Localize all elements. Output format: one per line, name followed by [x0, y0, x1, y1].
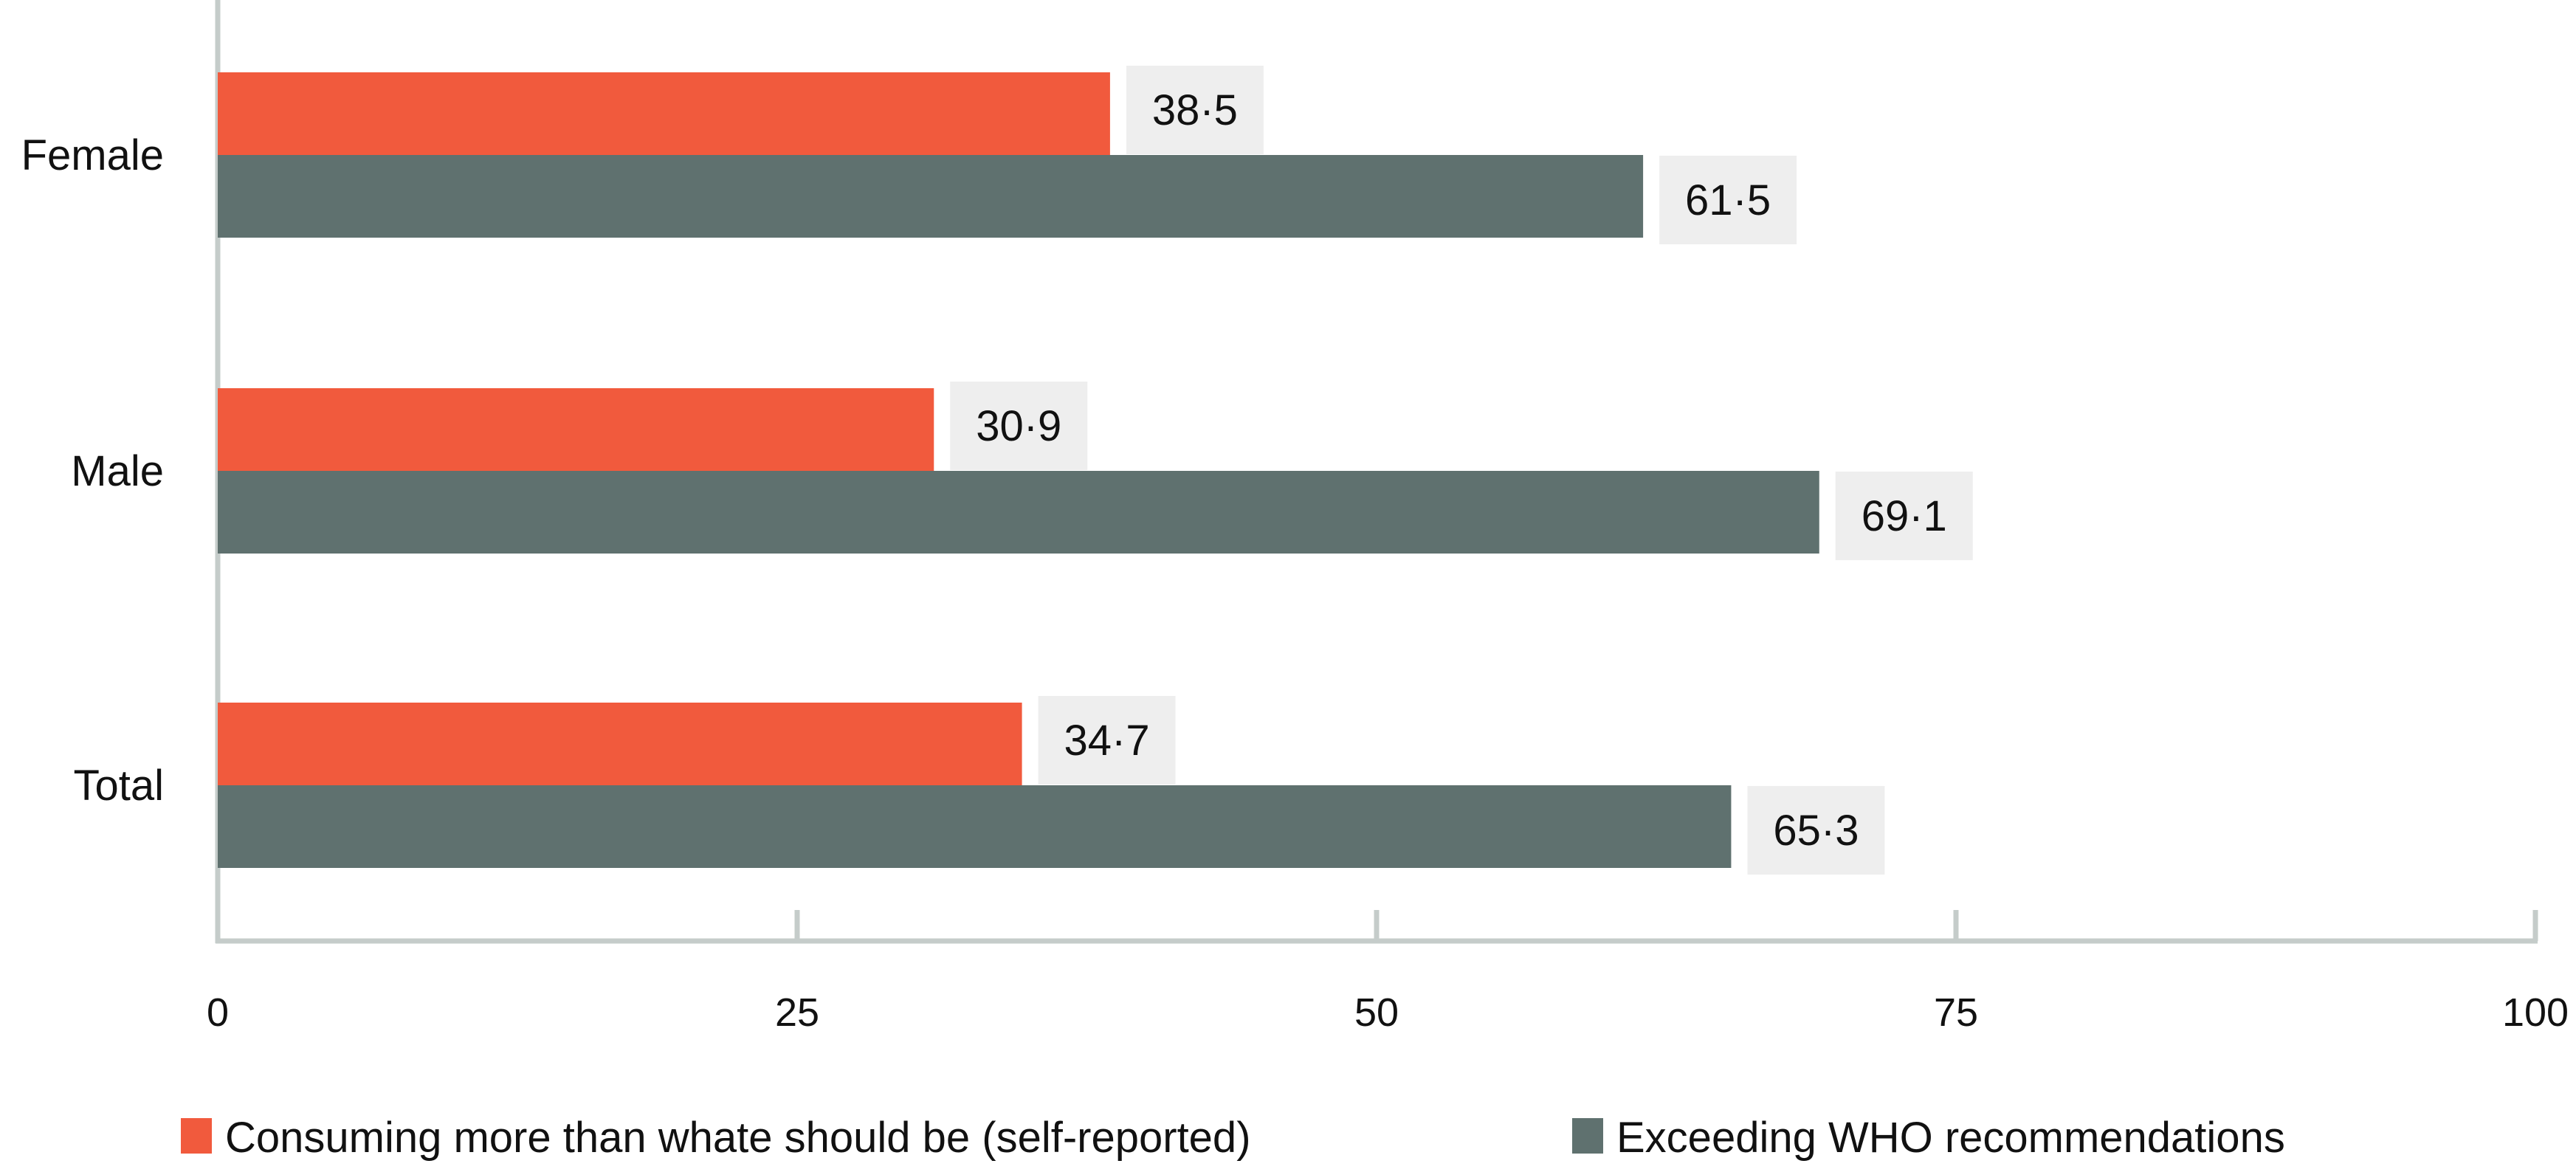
legend-swatch: [181, 1118, 212, 1154]
x-tick-label: 100: [2502, 990, 2569, 1035]
legend-swatch: [1572, 1118, 1603, 1154]
bar: [218, 703, 1022, 785]
x-tick-label: 75: [1934, 990, 1978, 1035]
value-label-text: 69·1: [1862, 492, 1947, 540]
value-label: 34·7: [1038, 696, 1176, 785]
value-label-box: [1126, 66, 1264, 154]
legend-item: Exceeding WHO recommendations: [1572, 1114, 2285, 1162]
value-label: 69·1: [1835, 472, 1973, 560]
value-label-box: [1835, 472, 1973, 560]
value-label-text: 30·9: [976, 402, 1061, 450]
bar: [218, 785, 1732, 868]
chart-value-labels: 38·5 30·9 34·7 61·5 69·1 65·3: [950, 66, 1973, 875]
category-label: Male: [71, 447, 164, 495]
value-label: 30·9: [950, 382, 1088, 470]
value-label-text: 38·5: [1152, 86, 1238, 134]
legend-label: Exceeding WHO recommendations: [1616, 1114, 2285, 1162]
legend-label: Consuming more than whate should be (sel…: [225, 1114, 1251, 1162]
value-label: 61·5: [1659, 156, 1797, 244]
value-label-box: [1659, 156, 1797, 244]
value-label-text: 34·7: [1064, 717, 1150, 765]
bar: [218, 388, 934, 471]
category-label: Female: [21, 131, 164, 179]
x-tick-label: 0: [207, 990, 229, 1035]
value-label: 65·3: [1747, 786, 1885, 875]
chart-bars: [218, 72, 1819, 868]
legend-item: Consuming more than whate should be (sel…: [181, 1114, 1251, 1162]
value-label-box: [950, 382, 1088, 470]
value-label-box: [1747, 786, 1885, 875]
chart-axes: 0 25 50 75 100 Female Male Total: [21, 0, 2569, 1035]
x-tick-label: 25: [775, 990, 819, 1035]
value-label-text: 65·3: [1773, 807, 1859, 855]
bar: [218, 155, 1644, 238]
value-label-text: 61·5: [1685, 176, 1771, 224]
bar: [218, 471, 1819, 554]
x-tick-label: 50: [1354, 990, 1399, 1035]
value-label-box: [1038, 696, 1176, 785]
category-label: Total: [73, 762, 164, 810]
bar: [218, 72, 1110, 155]
chart-legend: Consuming more than whate should be (sel…: [181, 1114, 2285, 1162]
value-label: 38·5: [1126, 66, 1264, 154]
